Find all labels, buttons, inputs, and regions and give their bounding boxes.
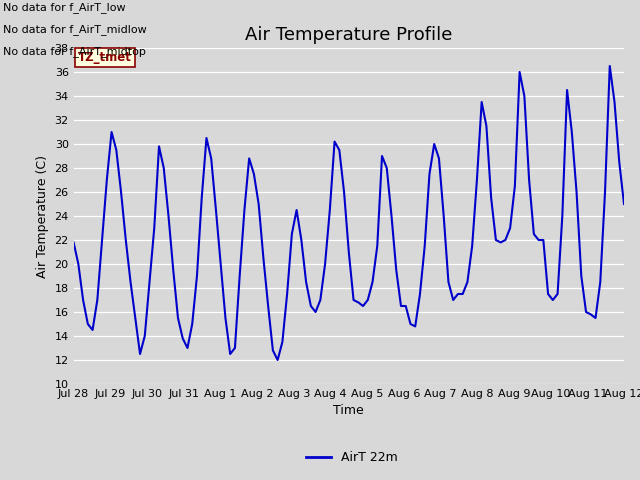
Text: No data for f_AirT_midlow: No data for f_AirT_midlow: [3, 24, 147, 35]
Legend: AirT 22m: AirT 22m: [301, 446, 403, 469]
Text: No data for f_AirT_midtop: No data for f_AirT_midtop: [3, 46, 146, 57]
Y-axis label: Air Temperature (C): Air Temperature (C): [36, 155, 49, 277]
X-axis label: Time: Time: [333, 405, 364, 418]
Title: Air Temperature Profile: Air Temperature Profile: [245, 25, 452, 44]
Text: TZ_tmet: TZ_tmet: [78, 51, 132, 64]
Text: No data for f_AirT_low: No data for f_AirT_low: [3, 2, 126, 13]
